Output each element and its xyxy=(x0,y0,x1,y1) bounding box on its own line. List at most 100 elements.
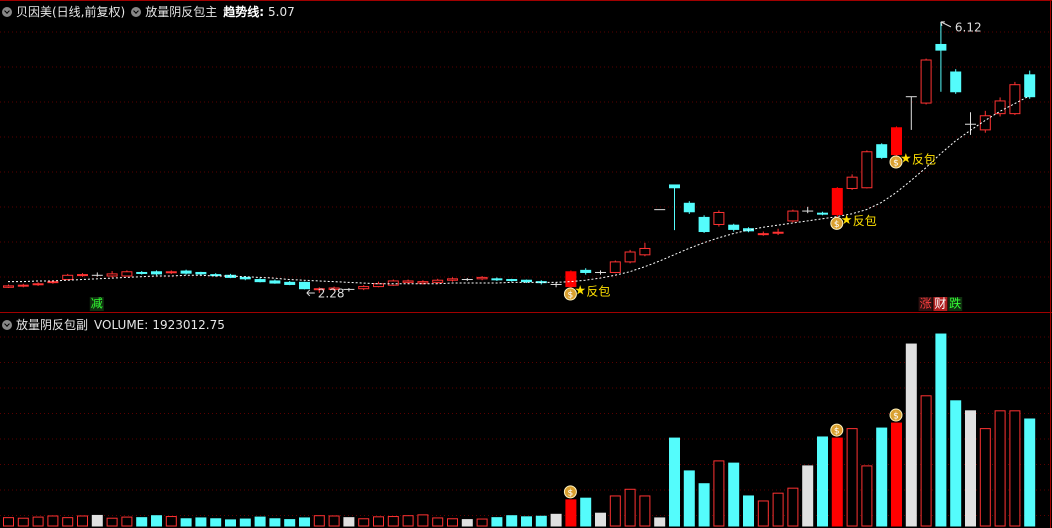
signal-label: 反包 xyxy=(586,285,610,299)
candle-body xyxy=(920,59,932,104)
signal-label: 反包 xyxy=(912,153,936,167)
volume-bar xyxy=(210,518,222,527)
low-label: 2.28 xyxy=(318,286,345,300)
candle-body xyxy=(328,287,340,290)
candle-body xyxy=(106,273,118,277)
volume-bar xyxy=(846,428,858,527)
volume-bar xyxy=(743,495,754,527)
volume-value: 1923012.75 xyxy=(152,317,225,332)
candle-body xyxy=(757,233,769,236)
candle-body xyxy=(358,286,370,290)
event-badge xyxy=(933,297,948,311)
volume-bar xyxy=(254,516,266,527)
candle-body xyxy=(669,184,680,189)
volume-bar xyxy=(136,517,148,527)
candle-body xyxy=(609,261,621,273)
volume-bar xyxy=(920,395,932,527)
volume-bar xyxy=(683,470,695,527)
candle-body xyxy=(254,279,266,283)
volume-bar xyxy=(313,515,325,527)
candle-body xyxy=(950,71,962,93)
candle-body xyxy=(846,176,858,189)
volume-bar xyxy=(654,517,666,527)
volume-bar xyxy=(817,436,828,527)
money-bag-sign: $ xyxy=(568,488,574,498)
event-label: 涨 xyxy=(920,296,932,311)
candle-body xyxy=(580,269,592,273)
candle-body xyxy=(624,251,636,263)
volume-bar xyxy=(506,515,518,527)
volume-bar xyxy=(713,460,725,527)
candle-body xyxy=(935,43,947,51)
volume-bar xyxy=(62,517,74,527)
volume-bar xyxy=(299,517,310,527)
volume-bar xyxy=(165,516,177,527)
candle-body xyxy=(313,288,325,291)
money-bag-sign: $ xyxy=(893,412,899,422)
volume-bar xyxy=(358,518,370,527)
candle-body xyxy=(979,115,991,131)
volume-bar xyxy=(106,517,118,527)
candle-body xyxy=(432,279,444,283)
money-bag-sign: $ xyxy=(834,220,840,230)
volume-bar xyxy=(950,400,962,527)
event-badge xyxy=(948,297,963,311)
volume-bar xyxy=(861,465,873,527)
candle-body xyxy=(447,278,458,281)
candle-body xyxy=(284,281,296,285)
collapse-icon[interactable] xyxy=(2,6,12,17)
high-label: 6.12 xyxy=(955,20,982,34)
volume-bar xyxy=(521,516,532,527)
volume-bar xyxy=(195,517,207,527)
event-label: 跌 xyxy=(949,296,961,311)
candle-body xyxy=(77,274,88,277)
volume-bar xyxy=(476,518,488,527)
signal-label: 反包 xyxy=(853,214,877,228)
trend-line xyxy=(8,95,1030,285)
candle-body xyxy=(195,271,207,275)
volume-bar xyxy=(432,517,444,527)
volume-bar xyxy=(935,333,947,527)
collapse-icon[interactable] xyxy=(2,319,12,330)
volume-bar xyxy=(728,462,740,527)
volume-bar xyxy=(402,515,414,527)
volume-bar xyxy=(535,515,547,527)
candle-body xyxy=(994,100,1006,115)
volume-label: VOLUME: xyxy=(94,317,149,332)
signal-star: ★ xyxy=(900,152,912,167)
event-badge xyxy=(89,297,104,311)
candle-body xyxy=(713,211,725,225)
money-bag-icon xyxy=(563,287,577,301)
candle-body xyxy=(698,216,710,233)
collapse-icon[interactable] xyxy=(131,6,142,17)
money-bag-icon xyxy=(830,216,844,230)
main-header: 贝因美(日线,前复权) 放量阴反包主 趋势线: 5.07 xyxy=(2,3,301,20)
candle-body xyxy=(269,280,281,284)
volume-bar xyxy=(905,343,917,527)
candle-body xyxy=(861,151,873,189)
volume-bar xyxy=(639,495,651,527)
volume-bar xyxy=(802,465,814,527)
volume-bar xyxy=(580,497,592,527)
volume-bar xyxy=(595,512,606,527)
candle-body xyxy=(831,187,843,216)
candle-body xyxy=(151,271,162,275)
candle-body xyxy=(239,276,251,280)
volume-bar xyxy=(417,514,429,527)
candle-body xyxy=(491,278,503,281)
candle-body xyxy=(121,271,133,277)
signal-star: ★ xyxy=(841,213,853,228)
volume-bar xyxy=(624,488,636,527)
candle-body xyxy=(476,276,488,280)
volume-bar xyxy=(876,427,888,527)
volume-bar xyxy=(77,515,88,527)
event-label: 财 xyxy=(934,297,946,311)
volume-bar xyxy=(180,518,192,527)
candle-body xyxy=(639,247,651,256)
candle-body xyxy=(728,224,740,230)
candle-body xyxy=(402,280,414,283)
volume-bar xyxy=(1024,418,1036,527)
volume-bar xyxy=(343,517,355,527)
volume-bar xyxy=(461,519,473,527)
